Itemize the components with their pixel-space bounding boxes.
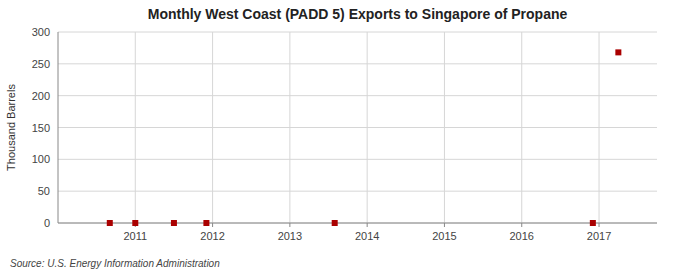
x-axis-line [58,223,657,224]
y-tick-label: 100 [32,153,50,165]
x-tick [212,223,213,227]
x-tick [599,223,600,227]
y-tick-label: 0 [44,217,50,229]
title: Monthly West Coast (PADD 5) Exports to S… [148,6,568,22]
x-grid-line [367,32,368,223]
y-tick-label: 50 [38,185,50,197]
x-grid-line [289,32,290,223]
y-tick-label: 200 [32,90,50,102]
y-grid-line [58,63,657,64]
point [615,49,621,55]
axes: 0 50 100 150 200 250 300 2011 2012 2013 2014 2015 20… [32,26,657,242]
y-axis-line [58,32,59,223]
x-tick-label: 2012 [200,230,224,242]
point [332,220,338,226]
points [107,49,622,226]
y-grid-line [58,159,657,160]
x-tick [521,223,522,227]
x-grid-line [444,32,445,223]
y-axis-label: Thousand Barrels [5,84,17,171]
x-tick-label: 2014 [355,230,379,242]
x-grid-line [212,32,213,223]
x-tick [444,223,445,227]
y-grid-line [58,127,657,128]
point [107,220,113,226]
chart: 0 50 100 150 200 250 300 2011 2012 2013 2014 2015 20… [0,0,675,275]
y-grid-line [58,191,657,192]
x-tick [289,223,290,227]
x-tick-label: 2013 [278,230,302,242]
x-grid-line [135,32,136,223]
point [132,220,138,226]
x-tick-label: 2011 [123,230,147,242]
source-note: Source: U.S. Energy Information Administ… [10,258,220,269]
x-tick-label: 2015 [432,230,456,242]
x-grid-line [599,32,600,223]
y-tick-label: 150 [32,122,50,134]
y-grid-line [58,32,657,33]
x-tick-label: 2017 [587,230,611,242]
point [171,220,177,226]
point [590,220,596,226]
x-grid-line [521,32,522,223]
y-tick-label: 300 [32,26,50,38]
y-grid-line [58,95,657,96]
y-grid-line [58,223,657,224]
x-tick-label: 2016 [509,230,533,242]
point [203,220,209,226]
x-tick [367,223,368,227]
grid [58,32,657,223]
y-tick-label: 250 [32,58,50,70]
